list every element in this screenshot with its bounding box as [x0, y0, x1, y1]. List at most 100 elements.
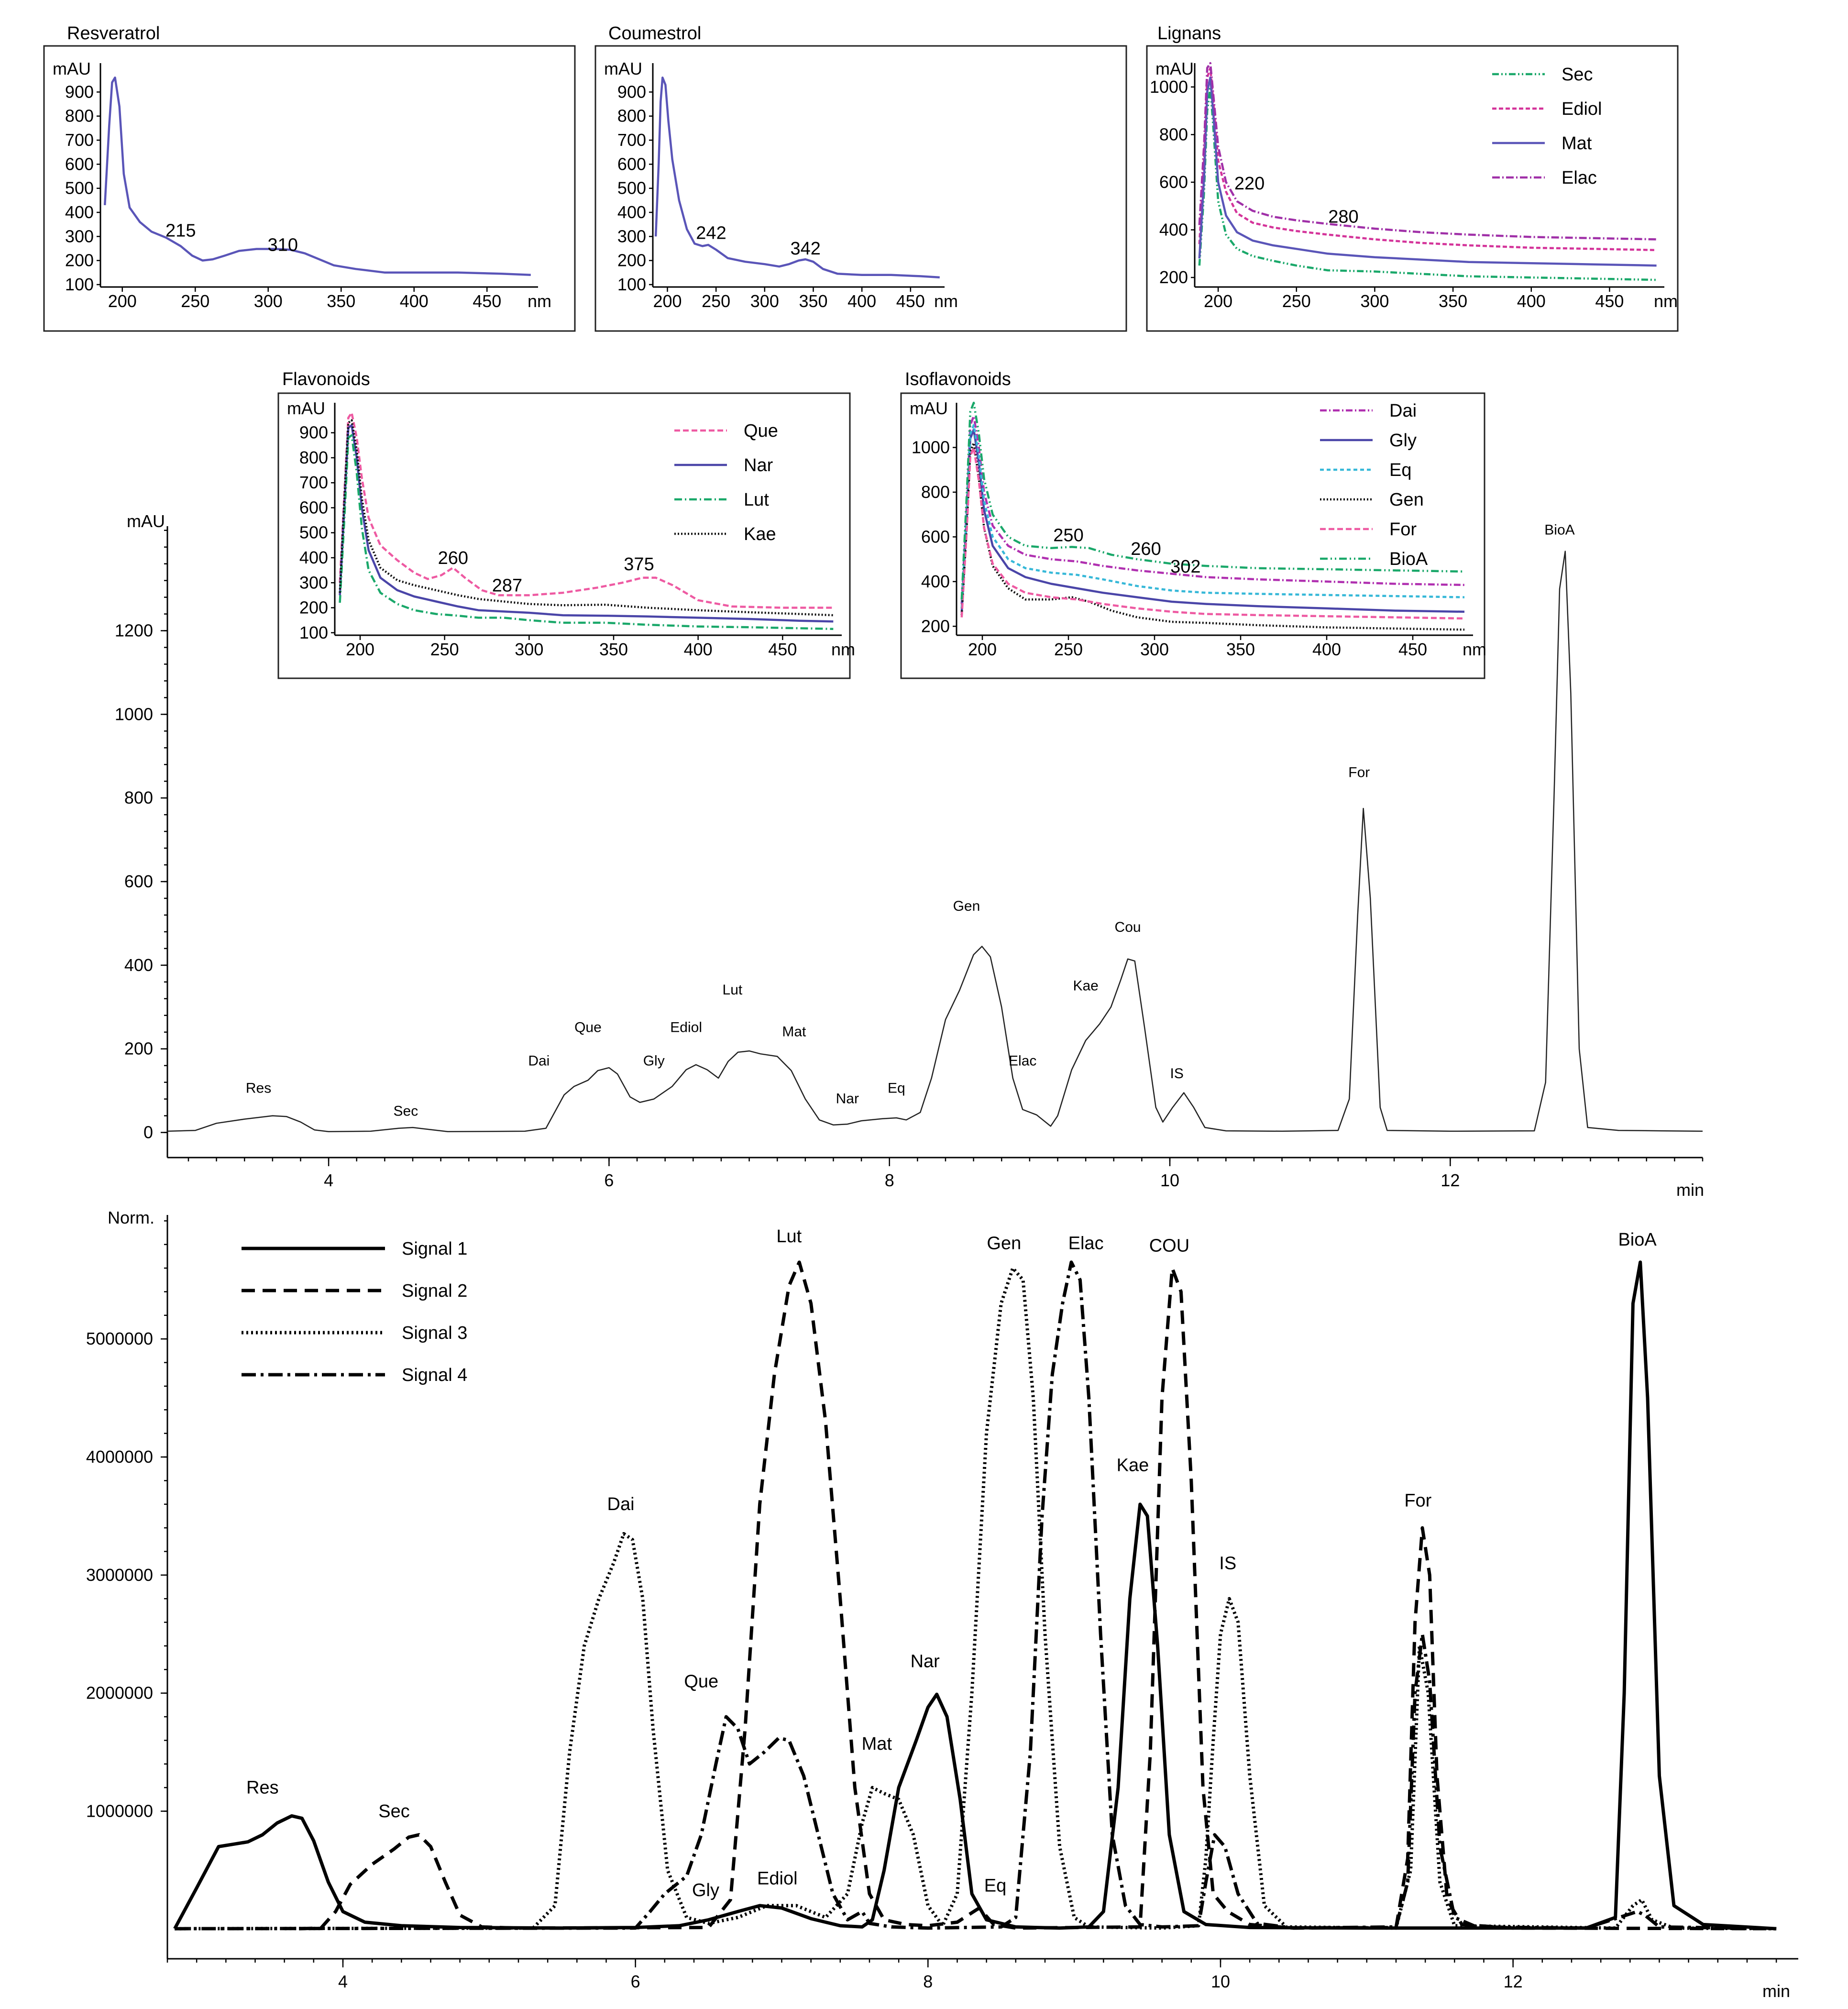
isoflavonoids-title: Isoflavonoids	[905, 369, 1011, 389]
chromatogram-fl-peak-label: Gly	[692, 1880, 719, 1900]
chromatogram-fl-peak-label: Res	[246, 1777, 279, 1798]
chromatogram-fl-peak-label: Elac	[1068, 1234, 1104, 1254]
flavonoids-xtick-label: 350	[599, 640, 628, 659]
isoflavonoids-ytick-label: 800	[921, 482, 950, 502]
isoflavonoids-xtick-label: 350	[1226, 640, 1255, 659]
chromatogram-fl-legend-label: Signal 2	[402, 1281, 467, 1301]
chromatogram-uv-peak-label: Elac	[1009, 1053, 1036, 1069]
chromatogram-uv-peak-label: Gly	[643, 1053, 665, 1069]
coumestrol-annotation-1: 342	[791, 239, 821, 259]
isoflavonoids-series-bioa	[960, 401, 1465, 600]
lignans-xtick-label: 200	[1204, 291, 1232, 311]
resveratrol-annotation-1: 310	[268, 235, 298, 255]
isoflavonoids-xtick-label: 400	[1312, 640, 1341, 659]
chromatogram-fl-legend: Signal 1 Signal 2 Signal 3 Signal 4	[242, 1239, 467, 1385]
isoflavonoids-series-gen	[960, 442, 1465, 631]
lignans-ytick-label: 1000	[1150, 77, 1188, 97]
chromatogram-fl-legend-label: Signal 3	[402, 1323, 467, 1343]
chromatogram-uv-peak-label: IS	[1170, 1066, 1184, 1082]
flavonoids-ytick-label: 800	[299, 448, 328, 467]
chromatogram-fl-ytick-label: 3000000	[86, 1565, 153, 1585]
chromatogram-uv-series-uv	[167, 551, 1703, 1133]
isoflavonoids-legend-label: BioA	[1389, 549, 1428, 569]
isoflavonoids-xtick-label: 200	[968, 640, 997, 659]
isoflavonoids-legend-label: Dai	[1389, 401, 1417, 421]
chromatogram-uv-xlabel: min	[1676, 1180, 1704, 1200]
isoflavonoids-ytick-label: 200	[921, 616, 950, 636]
coumestrol-xtick-label: 350	[799, 291, 827, 311]
chromatogram-uv-xtick-label: 8	[885, 1170, 894, 1190]
resveratrol-ytick-label: 800	[65, 106, 94, 126]
chromatogram-uv-ytick-label: 1000	[115, 704, 153, 724]
coumestrol-ytick-label: 200	[617, 251, 646, 270]
coumestrol-xtick-label: 200	[653, 291, 682, 311]
coumestrol-annotation-0: 242	[696, 223, 726, 243]
coumestrol-ytick-label: 700	[617, 130, 646, 150]
flavonoids-series-nar	[339, 424, 834, 623]
chromatogram-fl-xtick-label: 12	[1504, 1972, 1523, 1991]
lignans-legend-label: Ediol	[1562, 99, 1602, 119]
coumestrol-xtick-label: 400	[847, 291, 876, 311]
lignans-ytick-label: 200	[1159, 267, 1188, 287]
resveratrol-annotation-0: 215	[165, 221, 196, 241]
chromatogram-uv-peak-label: Mat	[782, 1024, 806, 1039]
chromatogram-uv-peak-label: Dai	[528, 1053, 550, 1069]
resveratrol-ytick-label: 400	[65, 202, 94, 222]
flavonoids-ytick-label: 100	[299, 623, 328, 642]
chromatogram-uv-xtick-label: 12	[1441, 1170, 1460, 1190]
flavonoids-panel: Flavonoids mAU 200 250 300 350 400 450 nm 100 200 3…	[277, 369, 855, 679]
resveratrol-xtick-label: 300	[254, 291, 283, 311]
resveratrol-frame	[43, 45, 576, 332]
chromatogram-uv-ytick-label: 1200	[115, 621, 153, 640]
chromatogram-uv-ylabel: mAU	[127, 511, 165, 531]
resveratrol-ytick-label: 500	[65, 178, 94, 198]
chromatogram-fl-series-signal-3	[175, 1266, 1777, 1931]
flavonoids-ytick-label: 200	[299, 598, 328, 618]
lignans-ytick-label: 800	[1159, 124, 1188, 144]
resveratrol-series-resveratrol	[103, 76, 531, 276]
isoflavonoids-panel: Isoflavonoids mAU 200 250 300 350 400 450 nm 200 4…	[900, 369, 1486, 679]
lignans-ytick-label: 600	[1159, 172, 1188, 192]
lignans-xtick-label: 300	[1360, 291, 1389, 311]
lignans-ytick-label: 400	[1159, 220, 1188, 240]
flavonoids-annotation-1: 287	[492, 576, 522, 596]
resveratrol-xtick-label: 450	[473, 291, 501, 311]
flavonoids-xtick-label: 450	[768, 640, 797, 659]
chromatogram-fl-ytick-label: 4000000	[86, 1447, 153, 1467]
coumestrol-title: Coumestrol	[608, 23, 701, 44]
chromatogram-fl-peak-label: Lut	[776, 1226, 802, 1247]
chromatogram-fl-peak-label: Nar	[911, 1651, 940, 1671]
coumestrol-xtick-label: 450	[896, 291, 925, 311]
resveratrol-ytick-label: 300	[65, 226, 94, 246]
chromatogram-uv-peak-label: Sec	[394, 1104, 418, 1119]
coumestrol-xlabel: nm	[934, 291, 958, 311]
resveratrol-ytick-label: 600	[65, 154, 94, 174]
chromatogram-uv-peak-label: Eq	[888, 1081, 905, 1096]
lignans-panel: Lignans mAU 200 250 300 350 400 450 nm 200 400 600 8…	[1146, 23, 1679, 332]
coumestrol-frame	[594, 45, 1127, 332]
isoflavonoids-legend-label: Gen	[1389, 490, 1424, 510]
isoflavonoids-series-dai	[960, 415, 1465, 604]
chromatogram-fl-series-signal-2	[299, 1260, 1777, 1931]
isoflavonoids-legend-label: Gly	[1389, 430, 1417, 451]
chromatogram-fl-series-signal-1	[173, 1260, 1777, 1931]
lignans-title: Lignans	[1157, 23, 1221, 44]
chromatogram-fl-xtick-label: 6	[631, 1972, 640, 1991]
isoflavonoids-legend: Dai Gly Eq Gen For BioA	[1320, 401, 1428, 569]
isoflavonoids-annotation-2: 302	[1170, 557, 1200, 577]
resveratrol-xtick-label: 400	[400, 291, 429, 311]
isoflavonoids-ytick-label: 600	[921, 527, 950, 546]
flavonoids-legend-label: Nar	[744, 455, 773, 475]
lignans-legend-label: Elac	[1562, 168, 1597, 188]
lignans-legend-label: Sec	[1562, 65, 1593, 85]
isoflavonoids-annotation-0: 250	[1053, 526, 1083, 546]
chromatogram-uv-peak-label: Gen	[953, 898, 980, 914]
chromatogram-uv-peak-label: Ediol	[670, 1020, 702, 1036]
resveratrol-xtick-label: 350	[327, 291, 355, 311]
isoflavonoids-annotation-1: 260	[1131, 539, 1161, 559]
flavonoids-annotation-2: 375	[624, 554, 654, 574]
flavonoids-legend-label: Que	[744, 421, 778, 441]
lignans-series-ediol	[1198, 66, 1657, 252]
lignans-xtick-label: 400	[1517, 291, 1546, 311]
